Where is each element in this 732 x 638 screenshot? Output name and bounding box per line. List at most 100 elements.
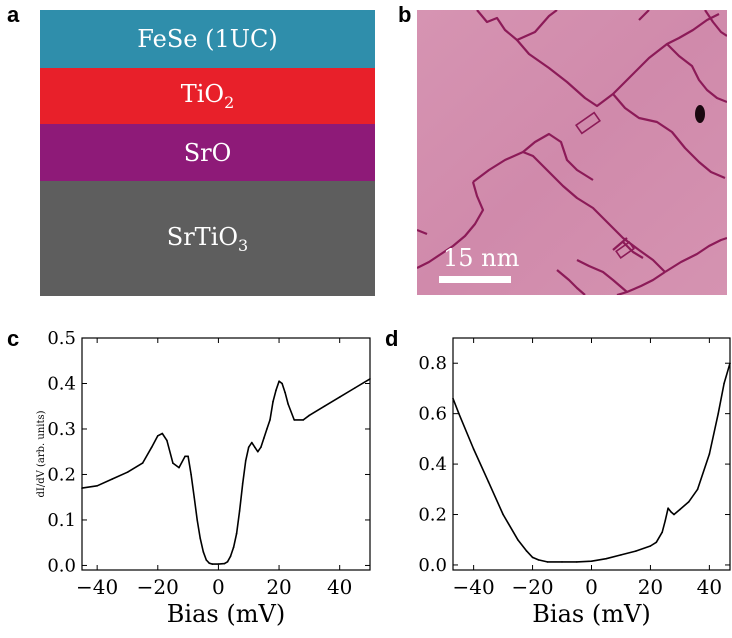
chart-c-xtick-label: 0 <box>212 575 225 599</box>
chart-c-data-point <box>338 396 341 398</box>
chart-c-data-point <box>190 473 192 476</box>
chart-c-ylabel: dI/dV (arb. units) <box>36 410 47 497</box>
step-edge-10 <box>664 236 727 273</box>
chart-d-data-point <box>661 531 663 533</box>
chart-d-xtick-label: 20 <box>638 575 663 599</box>
panel-label-d: d <box>385 326 399 351</box>
island-1 <box>575 111 601 135</box>
stm-topography-image: 15 nm <box>417 10 727 295</box>
step-edges <box>417 10 727 295</box>
chart-d-data-point <box>537 559 540 561</box>
chart-d-data-point <box>531 556 534 559</box>
chart-c-data-point <box>278 380 280 382</box>
chart-d-data-point <box>590 560 593 562</box>
chart-c-data-point <box>157 435 159 437</box>
chart-d-series-line <box>452 362 731 563</box>
chart-c-data-point <box>263 437 265 439</box>
chart-c-ytick-label: 0.3 <box>47 419 76 440</box>
chart-d-data-point <box>717 412 719 415</box>
layer-fese-label: FeSe (1UC) <box>137 25 278 53</box>
step-edge-14 <box>638 10 650 21</box>
chart-d-data-point <box>517 538 519 541</box>
chart-c-data-point <box>161 432 164 435</box>
chart-c-data-point <box>81 487 83 489</box>
chart-d-data-point <box>670 511 672 513</box>
chart-c-ytick-label: 0.0 <box>47 555 76 576</box>
layer-srtio3-label: SrTiO3 <box>167 223 248 255</box>
chart-c-data-point <box>260 446 262 448</box>
step-edge-11 <box>556 269 586 295</box>
step-edge-15 <box>704 10 727 37</box>
step-edge-4 <box>666 43 727 104</box>
chart-c-data-point <box>354 387 356 389</box>
step-edge-9 <box>576 259 628 293</box>
chart-d-data-point <box>649 545 652 547</box>
chart-c-data-point <box>166 439 168 442</box>
chart-c-data-point <box>302 419 305 421</box>
chart-c-data-point <box>229 555 232 558</box>
chart-c-data-point <box>284 391 286 394</box>
chart-c-data-point <box>281 382 283 385</box>
chart-c-data-point <box>254 446 256 448</box>
chart-c-xtick-label: 20 <box>266 575 291 599</box>
chart-c-ytick-label: 0.5 <box>47 328 76 349</box>
chart-d-data-point <box>655 541 658 544</box>
step-edge-5 <box>472 150 666 273</box>
panel-label-b: b <box>398 2 412 27</box>
chart-d-data-point <box>561 561 563 563</box>
step-edge-16 <box>417 228 428 236</box>
chart-c-data-point <box>178 466 180 469</box>
chart-c-data-point <box>202 551 205 553</box>
chart-d-data-point <box>673 513 675 516</box>
chart-d-data-point <box>487 480 490 483</box>
chart-d-data-point <box>679 508 681 511</box>
chart-c-data-point <box>241 482 244 485</box>
layer-tio2-name: TiO <box>180 80 225 109</box>
layer-srtio3-sub: 3 <box>238 235 249 255</box>
stm-background <box>417 10 727 295</box>
layer-srtio3-name: SrTiO <box>166 222 239 251</box>
step-edge-13 <box>622 241 644 259</box>
chart-d-ytick-label: 0.4 <box>418 454 447 475</box>
chart-c-xtick-label: 40 <box>327 575 352 599</box>
step-edge-2 <box>516 13 720 108</box>
chart-d-data-point <box>664 520 666 522</box>
chart-c-data-point <box>266 428 268 430</box>
chart-c-data-point <box>251 441 253 444</box>
chart-d-data-point <box>634 550 637 552</box>
chart-c-data-point <box>223 562 226 565</box>
chart-c-data-point <box>172 462 174 464</box>
chart-d-ytick-label: 0.8 <box>418 353 447 374</box>
chart-d-ytick-label: 0.6 <box>418 404 447 425</box>
step-edge-7 <box>522 132 594 181</box>
chart-c-ytick-label: 0.1 <box>47 510 76 531</box>
chart-d-data-point <box>696 488 699 491</box>
chart-d-xtick-label: −40 <box>453 575 495 599</box>
chart-d-data-point <box>458 412 460 415</box>
chart-c-data-point <box>150 446 153 448</box>
chart-c-ytick-label: 0.2 <box>47 464 76 485</box>
layer-sro-label: SrO <box>183 138 232 167</box>
chart-d-data-point <box>667 507 669 509</box>
chart-d: −40 −20 0 20 40 0.0 0.2 0.4 0.6 0.8 Bias (mV) <box>418 337 731 628</box>
chart-d-data-point <box>472 448 475 450</box>
chart-c-data-point <box>293 419 296 421</box>
chart-c-data-point <box>244 460 247 462</box>
chart-d-data-point <box>723 382 725 385</box>
chart-c-data-point <box>126 471 129 473</box>
chart-d-data-point <box>546 561 549 563</box>
chart-c-xtick-label: −40 <box>76 575 118 599</box>
chart-d-data-point <box>708 453 711 455</box>
chart-d-data-point <box>729 362 731 364</box>
chart-c-data-point <box>247 446 250 448</box>
small-islands <box>575 111 635 259</box>
chart-c-data-point <box>238 510 241 512</box>
chart-c-data-point <box>272 400 274 403</box>
chart-c-series-line <box>81 378 371 565</box>
chart-d-xtick-label: 0 <box>585 575 598 599</box>
chart-d-ytick-label: 0.0 <box>418 555 447 576</box>
chart-c-data-point <box>217 563 220 565</box>
layer-tio2-label: TiO2 <box>181 80 235 112</box>
chart-c-data-point <box>111 478 114 480</box>
chart-c-data-point <box>199 537 201 539</box>
